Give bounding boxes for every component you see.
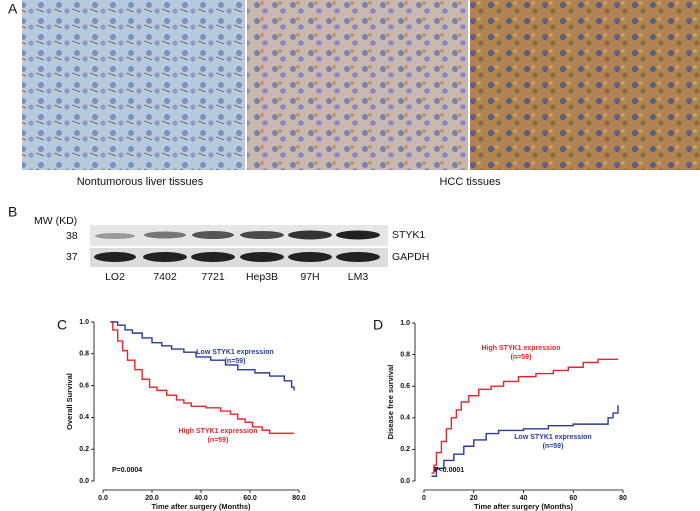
- series-label: High STYK1 expression: [179, 428, 258, 435]
- y-tick-label: 0.6: [400, 383, 410, 390]
- protein-label: STYK1: [392, 229, 425, 241]
- mw-label: MW (KD): [34, 215, 77, 227]
- x-tick-label: 0: [422, 495, 426, 502]
- y-tick-label: 0.0: [79, 478, 89, 485]
- series-label: Low STYK1 expression: [514, 434, 591, 441]
- lane-label: Hep3B: [246, 271, 278, 283]
- x-axis-label: Time after surgery (Months): [474, 502, 574, 511]
- x-tick-label: 40.0: [194, 495, 208, 502]
- series-label: High STYK1 expression: [482, 345, 561, 352]
- y-tick-label: 0.4: [79, 414, 89, 421]
- blot: [90, 225, 388, 246]
- lane-label: 7402: [153, 271, 177, 283]
- mw: 38: [66, 230, 78, 242]
- x-tick-label: 20: [470, 495, 478, 502]
- x-tick-label: 60: [569, 495, 577, 502]
- y-tick-label: 0.0: [400, 478, 410, 485]
- chart: 0.0 0.2 0.4 0.6 0.8 1.0 0 20 40 60 80 Time after su…: [386, 320, 627, 511]
- bands: [94, 230, 380, 262]
- chart: 0.0 0.2 0.4 0.6 0.8 1.0 0.0 20.0 40.0 60.0 80.0 Tim…: [65, 319, 306, 511]
- x-tick-label: 80.0: [292, 495, 306, 502]
- y-tick-label: 0.8: [79, 351, 89, 358]
- micrograph: [470, 0, 700, 170]
- panel-label: C: [57, 317, 67, 333]
- annotation: (n=59): [208, 437, 229, 444]
- annotation: (n=59): [511, 354, 532, 361]
- panel-label: D: [373, 317, 383, 333]
- p-value: P=0.0004: [112, 467, 142, 474]
- caption: Nontumorous liver tissues: [77, 176, 204, 188]
- x-tick-label: 60.0: [243, 495, 257, 502]
- x-tick-label: 40: [520, 495, 528, 502]
- lane-label: LM3: [348, 271, 369, 283]
- panel-label: A: [8, 1, 18, 17]
- y-tick-label: 1.0: [400, 320, 410, 327]
- lane-label: 7721: [201, 271, 225, 283]
- p-value: P<0.0001: [434, 467, 464, 474]
- y-tick-label: 0.4: [400, 415, 410, 422]
- y-tick-label: 0.6: [79, 382, 89, 389]
- annotation: (n=59): [225, 358, 246, 365]
- mw: 37: [66, 251, 78, 263]
- protein-label: GAPDH: [392, 251, 429, 263]
- lane-label: 97H: [300, 271, 319, 283]
- x-tick-label: 80: [619, 495, 627, 502]
- x-tick-label: 0.0: [98, 495, 108, 502]
- survival-curve: [431, 405, 619, 477]
- micrograph: [22, 0, 245, 170]
- lane-label: LO2: [105, 271, 125, 283]
- survival-curve: [110, 321, 295, 391]
- y-axis-label: Disease free survival: [386, 365, 395, 440]
- x-axis-label: Time after surgery (Months): [151, 502, 251, 511]
- series-label: Low STYK1 expression: [196, 349, 273, 356]
- caption: HCC tissues: [439, 176, 501, 188]
- y-tick-label: 0.8: [400, 351, 410, 358]
- lane-labels: LO2 7402 7721 Hep3B 97H LM3: [105, 271, 368, 283]
- annotation: (n=59): [543, 443, 564, 450]
- micrograph: [247, 0, 468, 170]
- x-tick-label: 20.0: [145, 495, 159, 502]
- survival-curve: [110, 321, 295, 434]
- panel-label: B: [8, 204, 17, 220]
- y-tick-label: 1.0: [79, 319, 89, 326]
- y-tick-label: 0.2: [400, 446, 410, 453]
- y-axis-label: Overall Survival: [65, 373, 74, 430]
- y-tick-label: 0.2: [79, 446, 89, 453]
- survival-curve: [431, 358, 619, 474]
